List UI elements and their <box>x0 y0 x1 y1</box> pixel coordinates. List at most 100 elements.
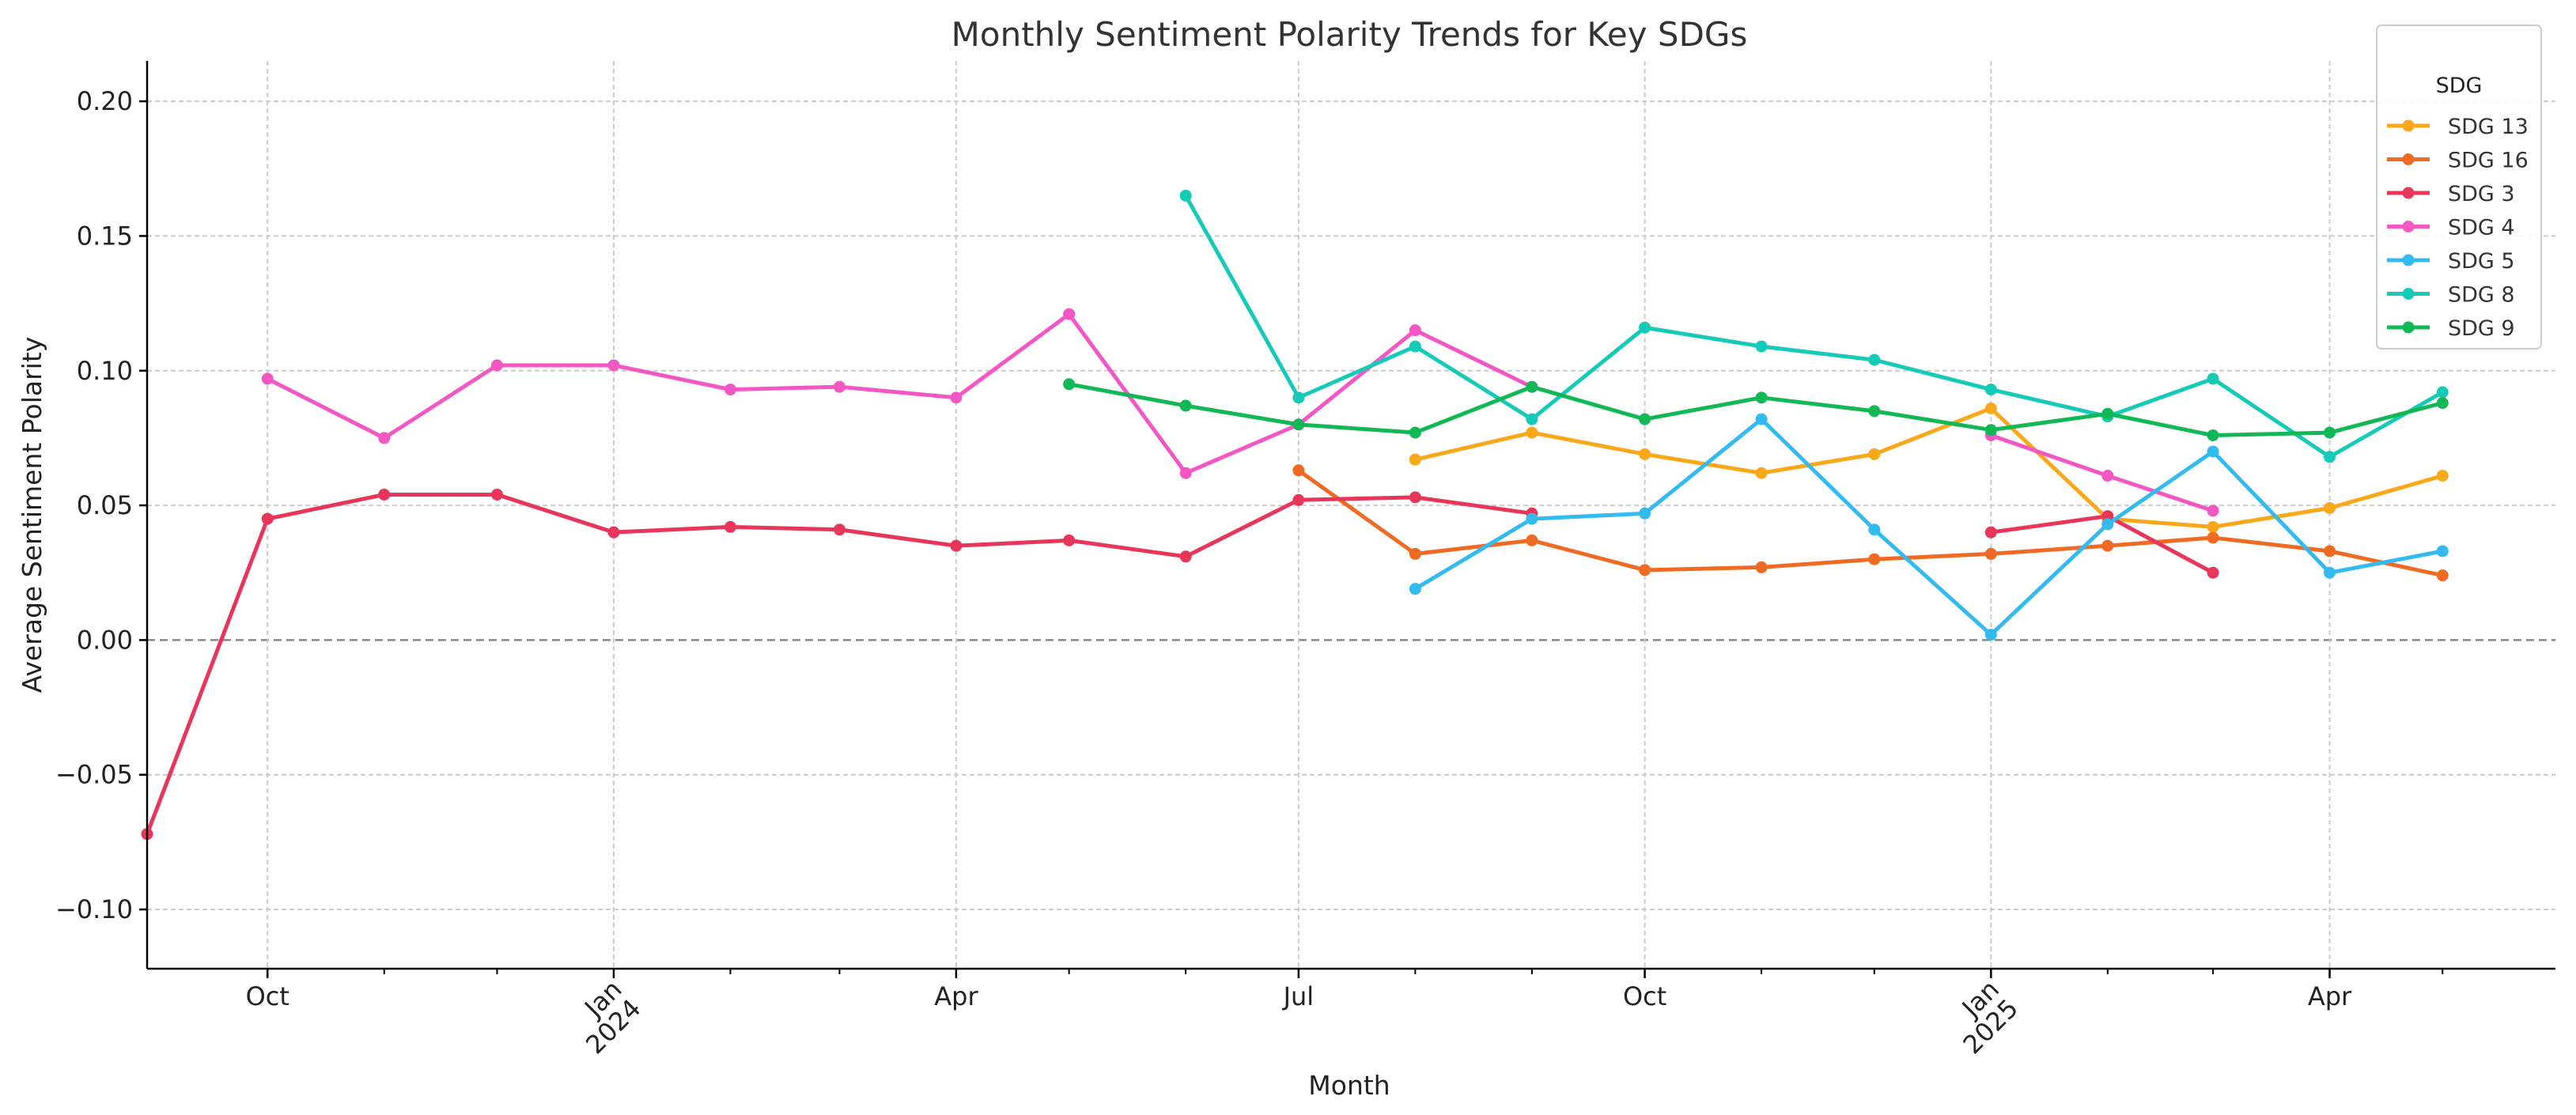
legend-item: SDG 8 <box>2387 283 2515 308</box>
x-tick-label: Oct <box>246 981 289 1011</box>
data-point <box>724 520 736 533</box>
legend-label: SDG 9 <box>2448 316 2515 341</box>
data-point <box>261 372 274 385</box>
data-point <box>2207 531 2219 544</box>
legend-marker <box>2402 153 2415 165</box>
data-point <box>1292 391 1305 404</box>
data-point <box>1755 467 1768 479</box>
data-point <box>1984 402 1997 414</box>
data-point <box>1984 547 1997 560</box>
data-point <box>2207 429 2219 442</box>
legend-label: SDG 3 <box>2448 182 2515 206</box>
x-tick-label: Apr <box>934 981 978 1011</box>
data-point <box>1526 426 1538 439</box>
data-point <box>1755 561 1768 573</box>
data-point <box>378 432 391 444</box>
data-point <box>1868 448 1881 460</box>
legend-title: SDG <box>2436 74 2483 98</box>
series-layer <box>141 189 2449 841</box>
data-point <box>1755 391 1768 404</box>
legend-label: SDG 13 <box>2448 115 2529 139</box>
data-point <box>2436 569 2449 582</box>
data-point <box>1639 448 1651 460</box>
data-point <box>1292 464 1305 477</box>
legend-item: SDG 4 <box>2387 216 2515 240</box>
data-point <box>1409 453 1421 466</box>
data-point <box>2436 470 2449 482</box>
data-point <box>378 488 391 501</box>
data-point <box>1868 553 1881 565</box>
data-point <box>1409 324 1421 337</box>
x-tick-label: Oct <box>1623 981 1666 1011</box>
series-sdg-9 <box>1063 378 2449 442</box>
data-point <box>1409 491 1421 504</box>
data-point <box>1984 629 1997 641</box>
y-tick-label: −0.05 <box>55 760 133 790</box>
series-sdg-3 <box>141 488 2219 841</box>
data-point <box>2207 520 2219 533</box>
data-point <box>1868 523 1881 536</box>
data-point <box>2207 505 2219 517</box>
axes-layer <box>146 61 2555 970</box>
data-point <box>2436 386 2449 399</box>
data-point <box>833 523 845 536</box>
x-tick-label: Apr <box>2308 981 2352 1011</box>
y-tick-label: 0.15 <box>77 221 133 251</box>
series-sdg-4 <box>261 308 2219 517</box>
legend-marker <box>2402 254 2415 266</box>
data-point <box>2207 372 2219 385</box>
legend-label: SDG 8 <box>2448 283 2515 308</box>
grid-layer <box>147 61 2555 969</box>
data-point <box>1409 547 1421 560</box>
data-point <box>1179 550 1192 563</box>
data-point <box>950 539 963 552</box>
data-point <box>490 359 503 372</box>
legend-marker <box>2402 119 2415 132</box>
series-line <box>1413 406 2445 529</box>
data-point <box>1063 308 1076 320</box>
data-point <box>2101 539 2114 552</box>
series-line <box>1413 417 2445 637</box>
y-tick-label: 0.20 <box>77 86 133 116</box>
legend-label: SDG 4 <box>2448 216 2515 240</box>
data-point <box>2101 407 2114 420</box>
data-point <box>1984 526 1997 539</box>
data-point <box>2436 397 2449 410</box>
data-point <box>1409 583 1421 595</box>
data-point <box>1292 418 1305 431</box>
legend-marker <box>2402 288 2415 300</box>
legend-item: SDG 16 <box>2387 149 2529 173</box>
data-point <box>1984 424 1997 437</box>
data-point <box>1984 384 1997 396</box>
data-point <box>1526 413 1538 425</box>
data-point <box>1526 534 1538 546</box>
y-tick-label: −0.10 <box>55 894 133 924</box>
chart-title: Monthly Sentiment Polarity Trends for Ke… <box>951 15 1748 54</box>
y-tick-label: 0.05 <box>77 490 133 520</box>
series-line <box>1183 193 2445 459</box>
data-point <box>490 488 503 501</box>
x-tick-label-rotated: Jan2025 <box>1939 974 2024 1060</box>
data-point <box>724 384 736 396</box>
data-point <box>2324 426 2336 439</box>
legend-marker <box>2402 221 2415 232</box>
x-tick-label: Jul <box>1282 981 1314 1011</box>
data-point <box>2101 518 2114 531</box>
y-tick-label: 0.00 <box>77 625 133 655</box>
series-line <box>265 312 1534 475</box>
data-point <box>2324 501 2336 514</box>
series-sdg-5 <box>1409 413 2449 641</box>
data-point <box>1868 353 1881 366</box>
data-point <box>607 526 620 539</box>
data-point <box>1063 378 1076 391</box>
y-tick-label: 0.10 <box>77 356 133 386</box>
legend-item: SDG 9 <box>2387 316 2515 341</box>
data-point <box>1179 399 1192 412</box>
data-point <box>261 512 274 525</box>
legend-marker <box>2402 187 2415 199</box>
y-axis-label: Average Sentiment Polarity <box>17 337 47 694</box>
data-point <box>1292 493 1305 506</box>
data-point <box>950 391 963 404</box>
